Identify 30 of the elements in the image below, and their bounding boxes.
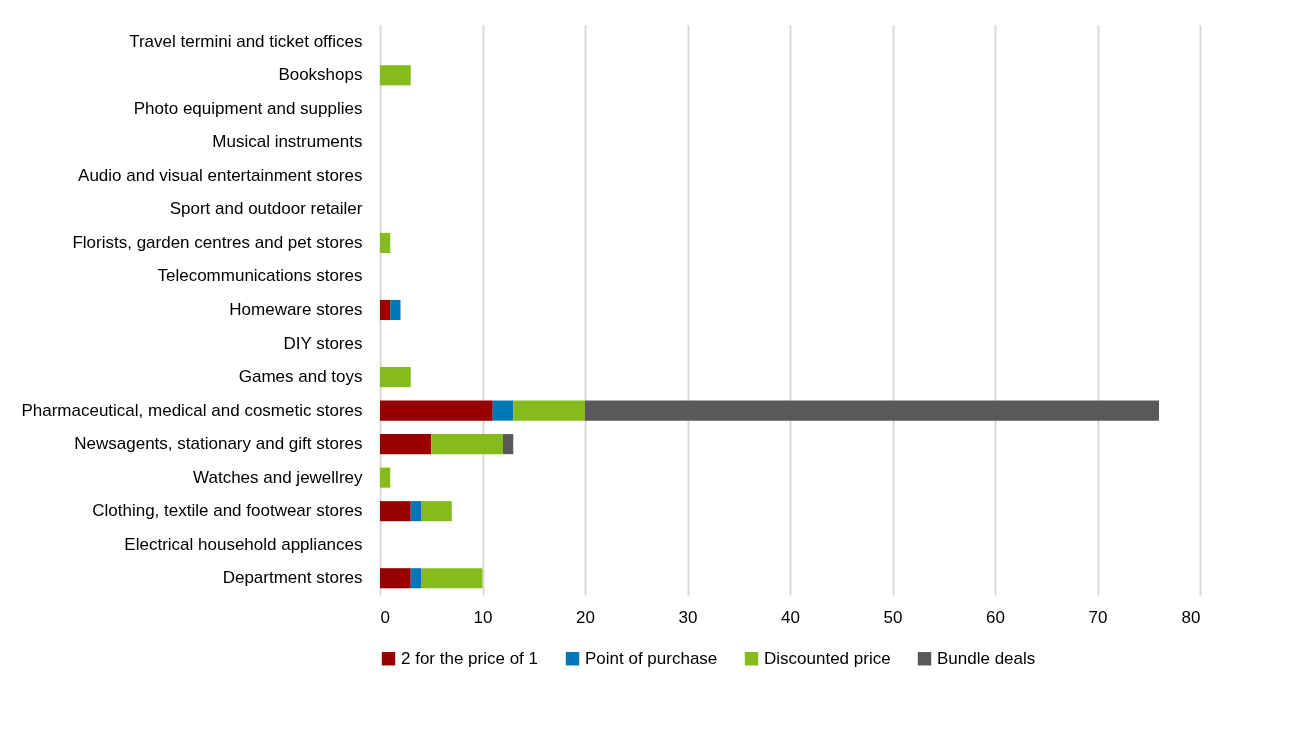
y-tick-label: Bookshops [278,65,363,85]
legend-label: 2 for the price of 1 [401,648,539,668]
x-tick-label: 10 [473,607,493,627]
y-tick-label: Games and toys [238,367,363,387]
x-tick-label: 40 [781,607,800,627]
legend-label: Discounted price [764,648,891,668]
legend-label: Bundle deals [937,648,1036,668]
x-tick-label: 80 [1181,607,1201,627]
y-tick-label: Electrical household appliances [124,534,363,554]
y-tick-label: Florists, garden centres and pet stores [72,232,363,252]
y-tick-label: Telecommunications stores [157,266,363,286]
x-tick-label: 70 [1088,607,1108,627]
y-tick-label: Newsagents, stationary and gift stores [74,434,363,454]
x-tick-label: 50 [883,607,903,627]
x-tick-label: 30 [678,607,698,627]
x-tick-label: 20 [576,607,595,627]
y-tick-label: Musical instruments [212,132,363,152]
x-tick-label: 60 [986,607,1005,627]
y-tick-label: Sport and outdoor retailer [169,199,363,219]
y-tick-label: Pharmaceutical, medical and cosmetic stores [21,400,363,420]
y-tick-label: Watches and jewellrey [193,467,363,487]
y-tick-label: DIY stores [283,333,363,353]
y-tick-label: Department stores [222,568,363,588]
legend-label: Point of purchase [585,648,718,668]
y-tick-label: Audio and visual entertainment stores [78,165,363,185]
x-tick-label: 0 [380,607,390,627]
y-tick-label: Travel termini and ticket offices [129,31,363,51]
y-tick-label: Clothing, textile and footwear stores [92,501,363,521]
y-tick-label: Photo equipment and supplies [133,98,363,118]
y-tick-label: Homeware stores [229,300,363,319]
